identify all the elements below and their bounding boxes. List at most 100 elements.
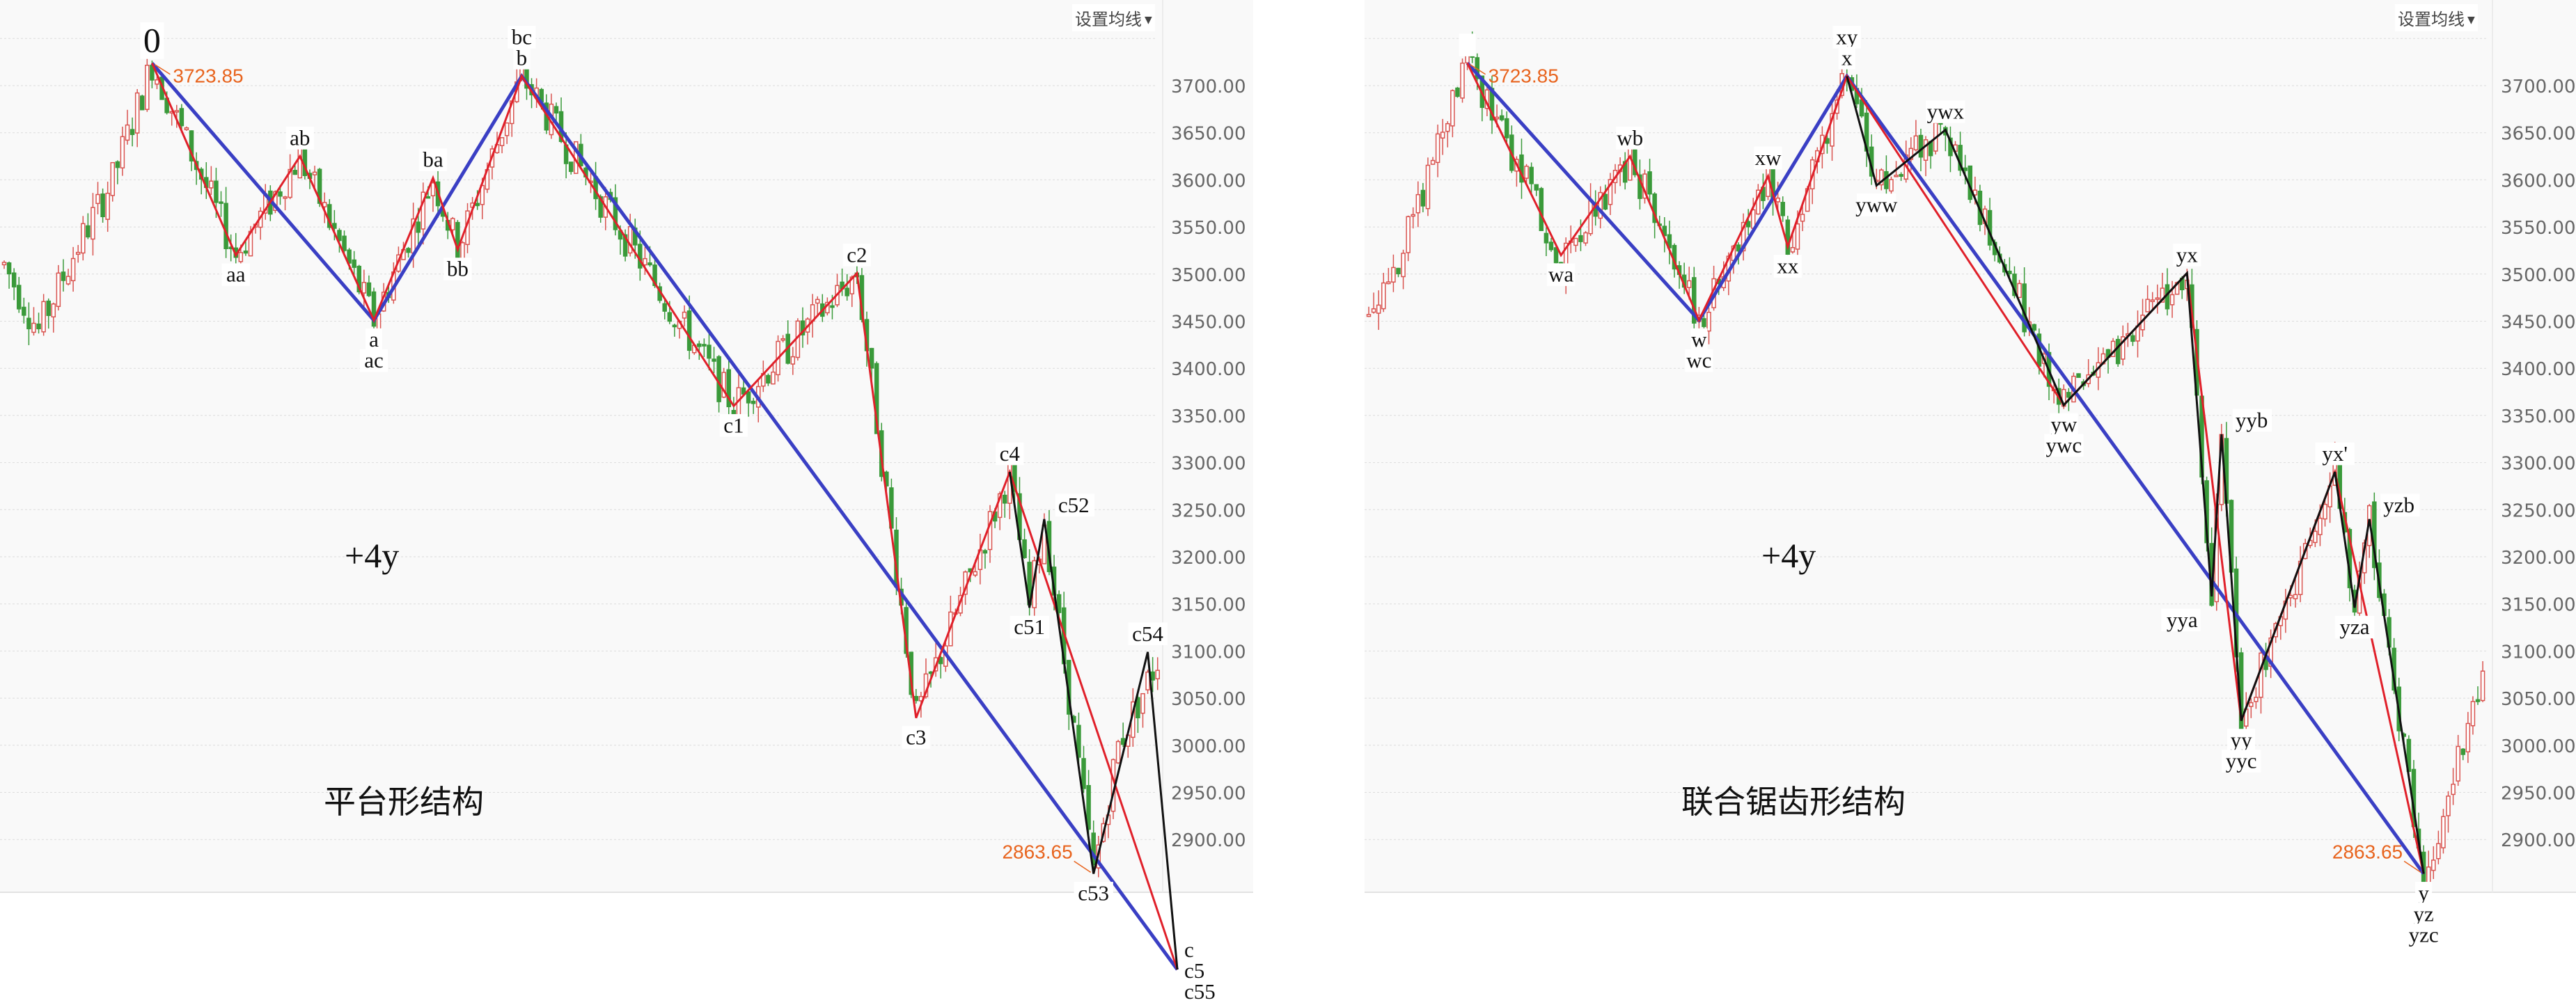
candle-up: [1445, 122, 1450, 132]
y-axis-tick-label: 3300.00: [2501, 454, 2576, 475]
candle-up: [110, 161, 116, 196]
candle-up: [2293, 594, 2298, 600]
candle-up: [1913, 135, 1919, 151]
wave-label-background: [719, 414, 748, 437]
candle-down: [2115, 338, 2121, 365]
candle-down: [1136, 697, 1140, 719]
candle-up: [51, 303, 56, 318]
candle-up: [987, 511, 993, 551]
candle-up: [2313, 530, 2318, 544]
candle-down: [2076, 373, 2081, 378]
candle-up: [70, 258, 76, 282]
candle-down: [2460, 748, 2466, 755]
wave-label-background: [418, 148, 448, 171]
candle-up: [2456, 745, 2460, 782]
wave-label-background: [2380, 493, 2420, 517]
candle-down: [292, 170, 297, 175]
candle-up: [2145, 299, 2150, 312]
wave-label-xx: xx: [1777, 254, 1799, 278]
wave-label-background: [1773, 255, 1802, 278]
candle-down: [751, 400, 756, 404]
candle-down: [337, 230, 342, 242]
wave-label-background: [140, 22, 164, 59]
candle-down: [342, 235, 347, 251]
candle-up: [238, 252, 244, 262]
candle-up: [1588, 199, 1593, 235]
candle-up: [682, 311, 687, 319]
candle-up: [997, 493, 1003, 519]
candle-down: [16, 285, 22, 310]
candle-up: [1425, 164, 1431, 209]
candle-down: [425, 196, 431, 199]
wave-label-background: [1857, 193, 1896, 216]
annotation-tag: +4y: [345, 536, 399, 575]
candle-up: [2480, 670, 2485, 702]
y-axis-tick-label: 3350.00: [2501, 406, 2576, 427]
wave-label-background: [1074, 882, 1113, 905]
candle-down: [223, 203, 228, 249]
wave-label-background: [1838, 47, 1855, 70]
candle-down: [1056, 594, 1062, 613]
plot-background: [0, 0, 1253, 892]
wave-label-background: [2221, 750, 2261, 773]
y-axis-tick-label: 3500.00: [1171, 265, 1246, 286]
wave-label-bb: bb: [447, 257, 469, 281]
wave-label-c55: c55: [1184, 979, 1216, 1004]
candle-down: [1076, 725, 1081, 758]
candle-up: [105, 192, 110, 220]
wave-label-background: [842, 244, 871, 267]
candlestick-chart-left[interactable]: 3700.00 3650.00 3600.00 3550.00 3500.00 3450.…: [0, 0, 1253, 1005]
candle-up: [1381, 282, 1386, 310]
candle-up: [1800, 214, 1805, 222]
candle-down: [1745, 221, 1751, 228]
candle-up: [1790, 246, 1796, 253]
candle-up: [1391, 267, 1396, 283]
candle-down: [356, 265, 362, 293]
wave-label-c51: c51: [1014, 615, 1045, 639]
y-axis-tick-label: 3700.00: [2501, 77, 2576, 97]
y-axis-tick-label: 3550.00: [2501, 218, 2576, 239]
candle-down: [2066, 392, 2071, 398]
wave-line-black: [1008, 471, 1179, 970]
wave-label-c53: c53: [1078, 880, 1109, 905]
wave-label-ywx: ywx: [1927, 100, 1965, 124]
wave-label-bc: bc: [512, 24, 532, 49]
candle-down: [598, 196, 603, 218]
y-axis-tick-label: 2900.00: [1171, 830, 1246, 851]
candle-up: [1140, 693, 1145, 714]
candle-up: [1923, 139, 1929, 161]
candle-up: [91, 207, 95, 240]
y-axis-tick-label: 3600.00: [1171, 171, 1246, 191]
ma-setting-label: 设置均线: [1075, 10, 1142, 29]
candle-up: [1430, 159, 1436, 165]
wave-label-c1: c1: [723, 413, 744, 437]
candle-up: [1440, 132, 1445, 139]
price-tag-arrow: [154, 64, 171, 75]
wave-label-background: [1459, 33, 1476, 56]
wave-label-yzc: yzc: [2409, 922, 2439, 947]
wave-label-background: [2173, 244, 2201, 267]
candle-down: [406, 248, 411, 253]
wave-label-background: [1128, 622, 1168, 645]
candle-down: [874, 363, 879, 434]
candle-down: [1534, 184, 1539, 191]
y-axis-tick-label: 3700.00: [1171, 77, 1246, 97]
wave-label-yx': yx': [2322, 441, 2348, 466]
candle-down: [317, 168, 322, 204]
candle-down: [697, 343, 702, 347]
candle-down: [366, 282, 372, 296]
candle-down: [568, 161, 574, 173]
ma-setting-button[interactable]: 设置均线 ▼: [1072, 4, 1155, 31]
candle-up: [174, 110, 180, 113]
wave-label-aa: aa: [226, 262, 246, 287]
candle-up: [1573, 237, 1578, 246]
candle-down: [913, 695, 919, 702]
y-axis-tick-label: 3050.00: [2501, 689, 2576, 710]
candlestick-chart-right[interactable]: 3700.00 3650.00 3600.00 3550.00 3500.00 3450.…: [1365, 0, 2576, 1005]
wave-label-background: [2410, 903, 2438, 926]
y-axis-tick-label: 3200.00: [1171, 548, 1246, 569]
wave-label-0: 0: [143, 21, 161, 60]
price-tag-arrow: [1470, 64, 1486, 75]
candle-down: [2032, 324, 2037, 331]
ma-setting-button[interactable]: 设置均线 ▼: [2395, 4, 2478, 31]
